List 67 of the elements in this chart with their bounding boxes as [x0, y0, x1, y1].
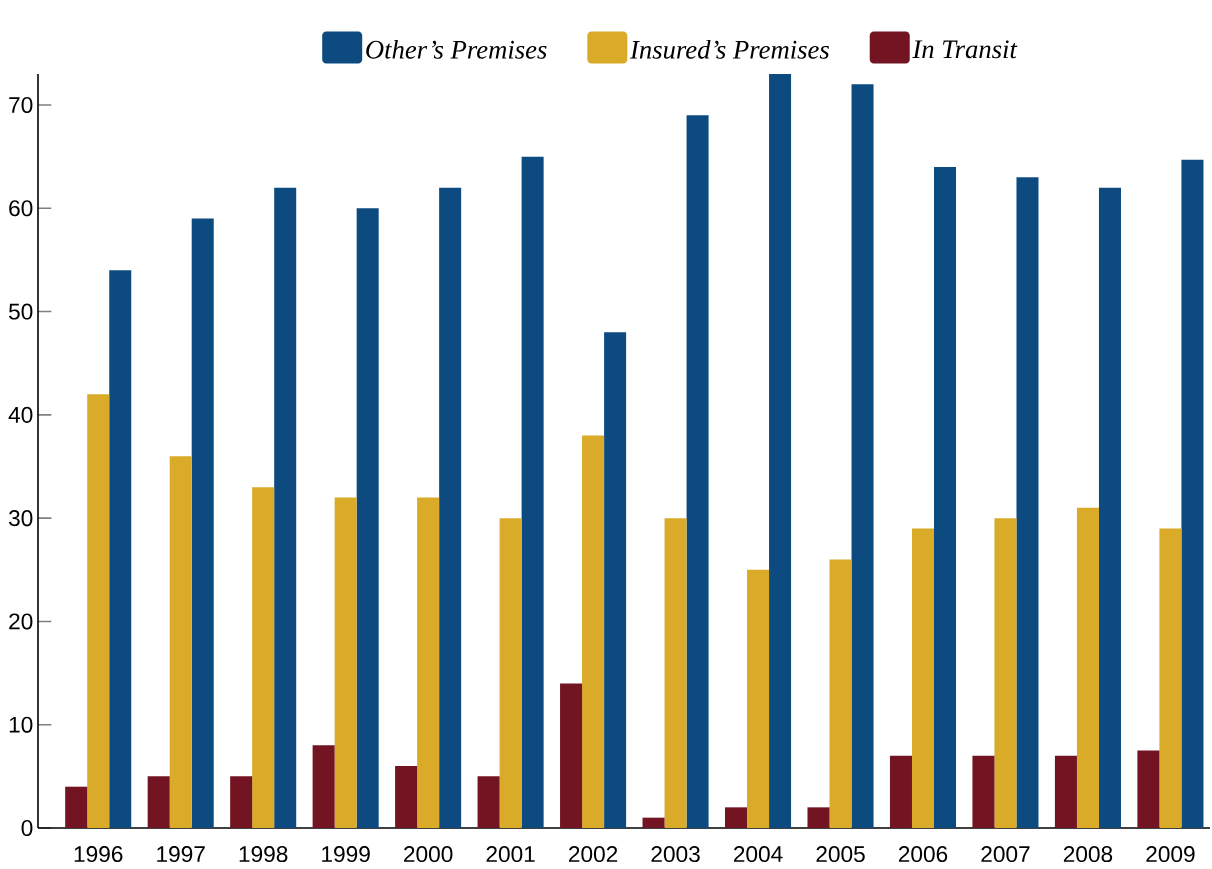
bar	[65, 786, 88, 828]
bar	[477, 776, 500, 828]
y-tick-label: 20	[9, 613, 33, 630]
bar	[521, 156, 544, 828]
bar	[994, 518, 1017, 828]
bar	[725, 807, 748, 828]
bar	[356, 208, 379, 828]
bar	[252, 487, 275, 828]
y-tick-label: 0	[21, 819, 33, 837]
legend-label: Other’s Premises	[366, 39, 547, 59]
bar	[829, 559, 852, 828]
y-tick-label: 60	[9, 200, 33, 217]
y-tick-label: 40	[8, 406, 33, 423]
bar	[807, 807, 830, 828]
y-tick-label: 10	[9, 716, 33, 733]
bar	[499, 518, 522, 828]
bar	[747, 569, 770, 828]
bar	[851, 84, 874, 828]
bar	[604, 332, 627, 828]
bar	[1054, 755, 1077, 828]
bar	[972, 755, 995, 828]
x-tick-label: 2007	[981, 846, 1030, 863]
y-tick-label: 30	[8, 510, 33, 527]
bar	[560, 683, 583, 828]
bar	[664, 518, 687, 828]
bar	[889, 755, 912, 828]
x-tick-label: 1997	[157, 846, 205, 863]
bar	[274, 187, 297, 828]
x-tick-label: 1996	[74, 846, 123, 863]
y-tick-label: 50	[8, 303, 33, 320]
bar	[642, 817, 665, 828]
x-tick-label: 2000	[404, 846, 453, 863]
bar	[334, 497, 357, 828]
bar	[87, 394, 110, 828]
x-tick-label: 2009	[1146, 846, 1195, 863]
bar	[147, 776, 170, 828]
x-tick-label: 2004	[733, 846, 783, 863]
x-tick-label: 2006	[898, 846, 948, 863]
bar	[582, 435, 605, 828]
bar	[439, 187, 462, 828]
bar	[769, 74, 792, 828]
bar	[109, 270, 132, 828]
bar	[417, 497, 440, 828]
bar	[934, 166, 957, 828]
x-tick-label: 2005	[816, 846, 865, 863]
bar	[1137, 750, 1160, 828]
y-tick-label: 70	[9, 96, 33, 114]
x-tick-label: 1999	[322, 846, 370, 863]
bar	[230, 776, 253, 828]
bar	[191, 218, 214, 828]
bar	[686, 115, 709, 828]
bar	[1098, 187, 1121, 828]
bar	[911, 528, 934, 828]
x-tick-label: 2008	[1063, 846, 1113, 863]
x-tick-label: 2002	[569, 846, 618, 863]
legend-label: Insured’s Premises	[629, 39, 829, 59]
bar	[1076, 507, 1099, 828]
x-tick-label: 2001	[486, 846, 535, 863]
x-tick-label: 1998	[239, 846, 288, 863]
bar	[395, 766, 418, 828]
bar	[1181, 159, 1204, 828]
x-tick-label: 2003	[651, 846, 700, 863]
bar	[312, 745, 335, 828]
bar	[169, 456, 192, 828]
bar	[1016, 177, 1039, 828]
bar	[1159, 528, 1182, 828]
legend-label: In Transit	[912, 40, 1018, 59]
